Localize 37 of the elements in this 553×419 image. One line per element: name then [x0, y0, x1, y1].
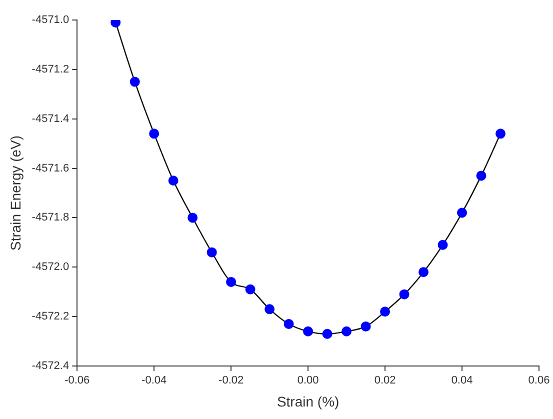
y-tick-label: -4572.2 — [32, 310, 70, 323]
x-tick-label: -0.02 — [218, 374, 244, 387]
point — [168, 176, 178, 186]
y-tick-label: -4572.4 — [32, 360, 70, 372]
point — [188, 212, 198, 223]
point — [380, 306, 390, 317]
point — [149, 128, 160, 139]
point — [457, 208, 468, 218]
point — [226, 276, 236, 287]
point — [360, 321, 371, 332]
x-tick-label: 0.00 — [297, 374, 319, 387]
y-tick-label: -4571.6 — [32, 162, 70, 174]
x-axis-title: Strain (%) — [276, 393, 340, 410]
y-tick-label: -4571.4 — [32, 112, 70, 125]
x-tick-label: 0.02 — [374, 374, 396, 387]
point — [399, 289, 410, 300]
point — [303, 326, 314, 336]
point — [130, 76, 140, 87]
point — [496, 128, 506, 139]
point — [245, 284, 256, 294]
point — [418, 267, 429, 278]
x-tick-label: -0.04 — [142, 374, 167, 387]
y-tick-label: -4571.8 — [32, 212, 70, 224]
y-tick-label: -4572.0 — [32, 261, 70, 274]
y-tick-label: -4571.2 — [32, 63, 70, 76]
point — [476, 170, 486, 181]
x-tick-label: 0.04 — [451, 374, 473, 387]
point — [322, 328, 332, 339]
x-tick-label: -0.06 — [64, 374, 90, 387]
y-tick-label: -4571.0 — [32, 14, 70, 26]
point — [438, 240, 448, 250]
point — [264, 304, 275, 314]
point — [206, 247, 217, 258]
x-tick-label: 0.06 — [528, 374, 550, 387]
point — [342, 326, 352, 336]
y-axis-title: Strain Energy (eV) — [7, 135, 24, 251]
point — [284, 318, 294, 329]
